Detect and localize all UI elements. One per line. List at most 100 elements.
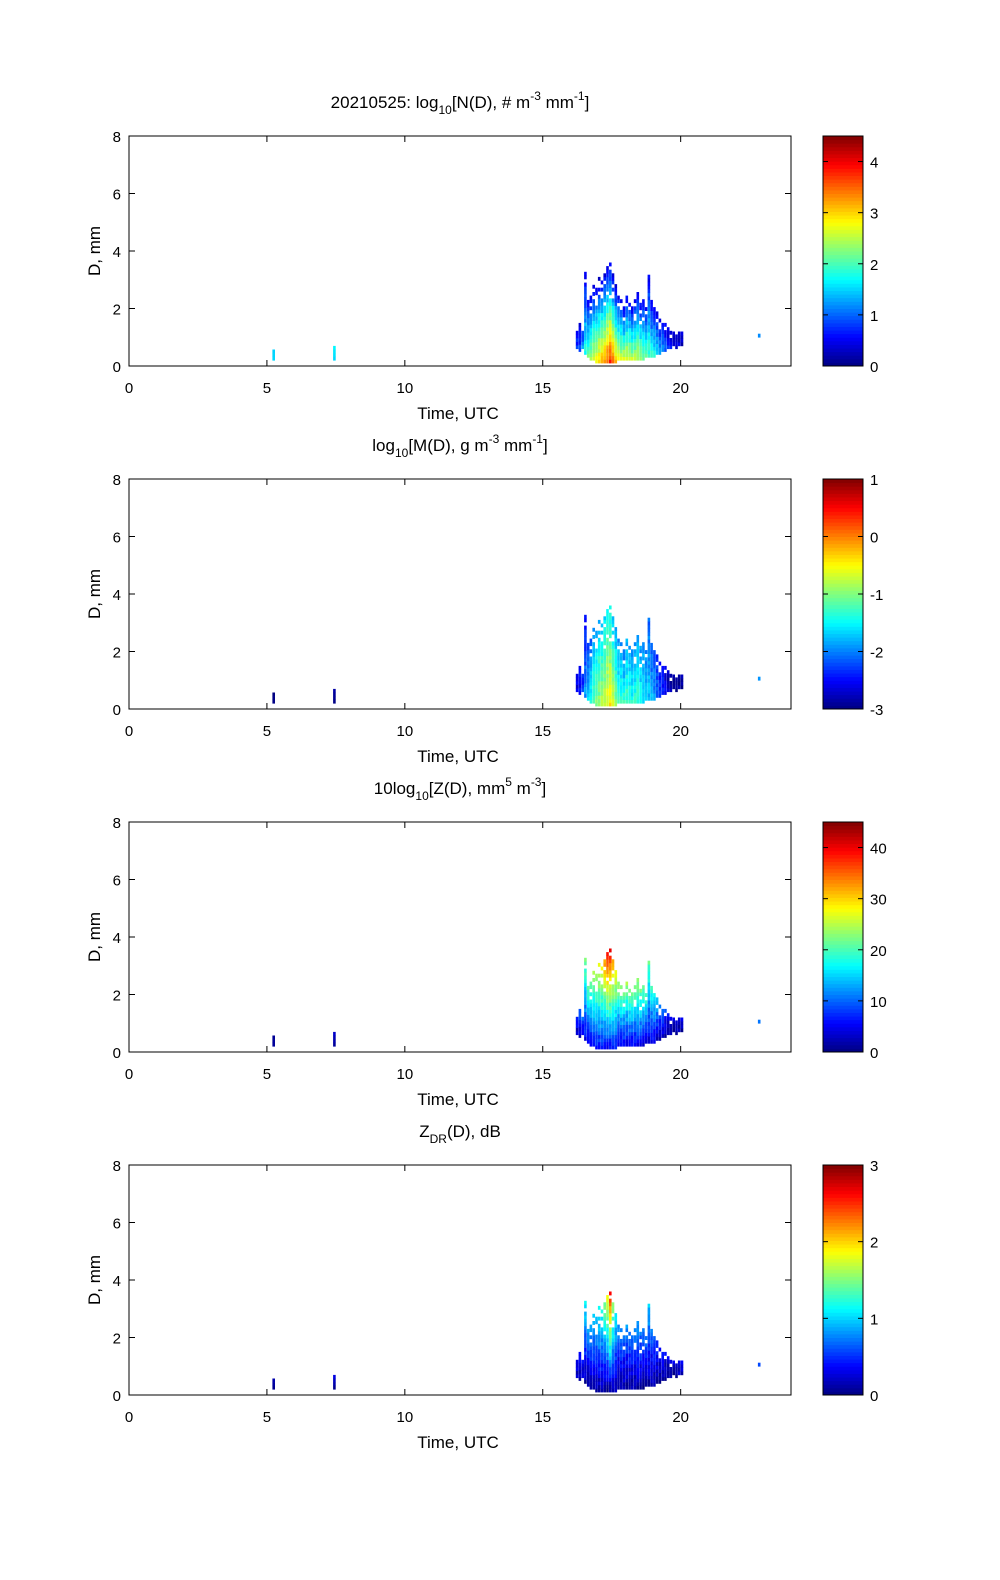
heatmap-cell <box>589 674 593 679</box>
heatmap-cell <box>603 294 606 299</box>
heatmap-cell <box>600 1377 604 1382</box>
heatmap-cell <box>633 356 637 361</box>
heatmap-cell <box>647 1303 651 1308</box>
heatmap-cell <box>584 343 587 348</box>
heatmap-cell <box>669 681 673 685</box>
heatmap-cell <box>606 276 609 281</box>
heatmap-cell <box>592 338 595 343</box>
heatmap-cell <box>622 1353 626 1358</box>
heatmap-cell <box>333 349 336 354</box>
heatmap-cell <box>647 285 651 290</box>
colorbar-segment <box>823 919 863 924</box>
heatmap-cell <box>606 616 609 621</box>
heatmap-cell <box>581 1370 584 1375</box>
heatmap-cell <box>584 972 587 977</box>
heatmap-cell <box>617 1024 620 1029</box>
heatmap-cell <box>647 292 651 297</box>
heatmap-cell <box>647 310 651 315</box>
heatmap-cell <box>589 1382 593 1386</box>
heatmap-cell <box>611 1363 615 1368</box>
heatmap-cell <box>644 1039 648 1044</box>
heatmap-cell <box>609 948 612 953</box>
title-subscript: 10 <box>415 789 429 803</box>
heatmap-cell <box>606 637 609 642</box>
heatmap-cell <box>614 1323 618 1328</box>
heatmap-cell <box>625 638 629 643</box>
heatmap-cell <box>639 1003 642 1007</box>
colorbar-segment <box>823 926 863 931</box>
heatmap-cell <box>592 320 595 325</box>
heatmap-cell <box>644 1379 648 1384</box>
heatmap-cell <box>644 1007 648 1012</box>
heatmap-cell <box>675 1024 678 1028</box>
heatmap-cell <box>617 1006 620 1011</box>
colorbar-segment <box>823 615 863 620</box>
heatmap-cell <box>647 332 651 337</box>
heatmap-cell <box>617 1028 620 1033</box>
heatmap-cell <box>625 335 629 339</box>
heatmap-cell <box>586 1021 590 1026</box>
heatmap-cell <box>333 1042 336 1047</box>
heatmap-cell <box>600 352 604 357</box>
heatmap-cell <box>272 696 275 700</box>
heatmap-cell <box>609 1013 612 1018</box>
heatmap-cell <box>636 1321 640 1325</box>
heatmap-cell <box>603 648 606 653</box>
heatmap-cell <box>636 1042 640 1047</box>
heatmap-cell <box>606 652 609 657</box>
heatmap-cell <box>625 1382 629 1386</box>
heatmap-cell <box>584 304 587 309</box>
heatmap-cell <box>639 1024 642 1029</box>
colorbar-segment <box>823 254 863 259</box>
heatmap-cell <box>592 1374 595 1379</box>
colorbar-segment <box>823 658 863 663</box>
heatmap-cell <box>617 327 620 332</box>
heatmap-cell <box>589 1028 593 1033</box>
colorbar-segment <box>823 579 863 584</box>
heatmap-cell <box>631 995 634 1000</box>
heatmap-cell <box>595 327 598 332</box>
heatmap-cell <box>611 330 615 335</box>
heatmap-cell <box>622 353 626 357</box>
heatmap-cell <box>631 1338 634 1343</box>
heatmap-cell <box>614 691 618 696</box>
heatmap-cell <box>606 1002 609 1007</box>
heatmap-cell <box>589 985 593 990</box>
heatmap-cell <box>636 978 640 982</box>
heatmap-cell <box>620 699 623 704</box>
heatmap-cell <box>611 670 615 675</box>
heatmap-cell <box>625 1371 629 1376</box>
heatmap-cell <box>622 313 626 318</box>
heatmap-cell <box>611 1388 615 1393</box>
heatmap-cell <box>592 324 595 329</box>
heatmap-cell <box>647 274 651 279</box>
heatmap-cell <box>617 356 620 361</box>
heatmap-cell <box>606 280 609 285</box>
heatmap-cell <box>653 686 656 690</box>
heatmap-cell <box>644 307 648 311</box>
heatmap-cell <box>650 682 653 687</box>
heatmap-cell <box>614 1341 618 1346</box>
heatmap-cell <box>642 1374 645 1379</box>
heatmap-cell <box>592 1353 595 1358</box>
subplot-title: ZDR(D), dB <box>419 1122 501 1146</box>
heatmap-cell <box>595 348 598 353</box>
x-axis-label: Time, UTC <box>417 1090 499 1109</box>
heatmap-cell <box>589 353 593 357</box>
heatmap-cell <box>592 1335 595 1340</box>
heatmap-cell <box>642 642 645 647</box>
heatmap-cell <box>633 1035 637 1040</box>
heatmap-cell <box>603 666 606 671</box>
heatmap-cell <box>628 1353 631 1358</box>
heatmap-cell <box>650 1382 653 1387</box>
heatmap-cell <box>603 284 606 288</box>
colorbar-box <box>822 1164 864 1396</box>
heatmap-cell <box>581 673 584 678</box>
heatmap-cell <box>592 1321 595 1325</box>
heatmap-cell <box>589 663 593 668</box>
heatmap-cell <box>636 652 640 657</box>
heatmap-cell <box>586 1343 590 1348</box>
heatmap-cell <box>636 1328 640 1333</box>
